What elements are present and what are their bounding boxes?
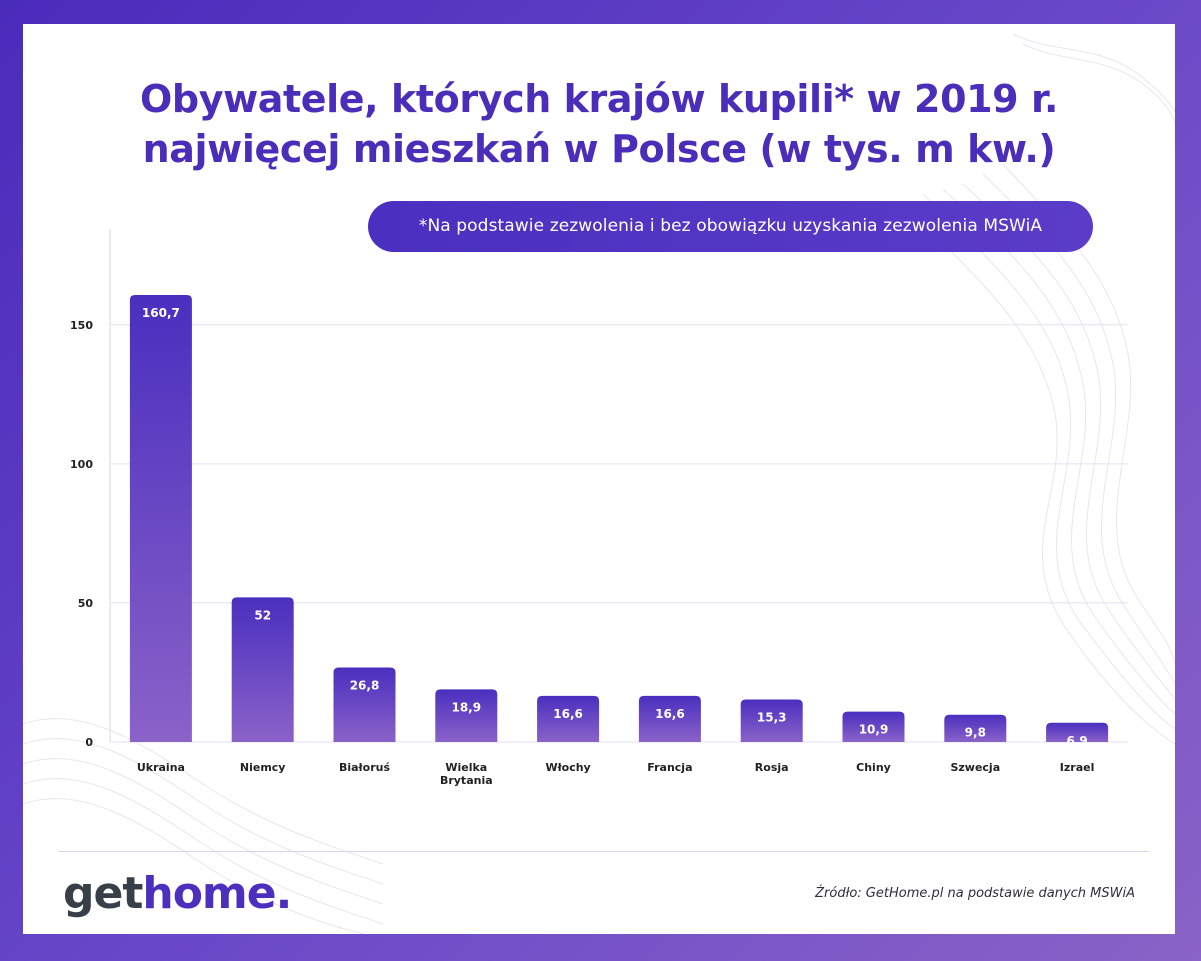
bar-value-label: 16,6 [553, 707, 583, 721]
chart-title-line-1: Obywatele, których krajów kupili* w 2019… [140, 77, 1058, 121]
y-tick-label: 0 [85, 736, 93, 749]
bar [638, 695, 701, 742]
x-category-label: Niemcy [240, 761, 286, 774]
bar-value-label: 6,9 [1066, 734, 1087, 748]
bar [333, 667, 396, 742]
bar-value-label: 10,9 [859, 723, 889, 737]
x-category-label: Szwecja [950, 761, 1000, 774]
y-tick-label: 50 [78, 597, 94, 610]
bar-value-label: 16,6 [655, 707, 685, 721]
bar [740, 699, 803, 742]
bar-value-label: 52 [254, 608, 271, 622]
bar [944, 714, 1007, 742]
logo-text-home: home. [142, 868, 292, 919]
bar [435, 689, 498, 742]
y-tick-label: 100 [70, 458, 93, 471]
x-category-label: Brytania [440, 774, 493, 787]
bar-value-label: 15,3 [757, 710, 787, 724]
bar [537, 695, 600, 742]
bar [842, 711, 905, 742]
x-category-label: Rosja [755, 761, 789, 774]
gethome-logo: gethome. [63, 864, 292, 924]
x-category-label: Włochy [545, 761, 590, 774]
bar-value-label: 160,7 [142, 306, 180, 320]
bar-value-label: 26,8 [350, 678, 380, 692]
bar [129, 295, 192, 742]
logo-text-get: get [63, 868, 143, 919]
infographic-card: Obywatele, których krajów kupili* w 2019… [23, 24, 1175, 934]
bar [231, 597, 294, 742]
x-category-label: Białoruś [339, 761, 390, 774]
bar [1046, 722, 1109, 742]
x-category-label: Wielka [445, 761, 487, 774]
x-category-label: Ukraina [137, 761, 185, 774]
bar-value-label: 9,8 [965, 726, 986, 740]
chart-title: Obywatele, których krajów kupili* w 2019… [23, 74, 1175, 174]
x-category-label: Francja [647, 761, 692, 774]
x-category-label: Izrael [1060, 761, 1095, 774]
chart-title-line-2: najwięcej mieszkań w Polsce (w tys. m kw… [142, 127, 1056, 171]
source-note: Źródło: GetHome.pl na podstawie danych M… [815, 886, 1135, 901]
x-category-label: Chiny [856, 761, 891, 774]
footer-divider [58, 851, 1148, 852]
bar-chart: 0 50 100 150 160,7 Ukraina 52 Niemcy 26,8 Białor… [70, 229, 1128, 787]
bar-value-label: 18,9 [451, 700, 481, 714]
footnote-pill: *Na podstawie zezwolenia i bez obowiązku… [368, 201, 1093, 252]
y-tick-label: 150 [70, 319, 93, 332]
